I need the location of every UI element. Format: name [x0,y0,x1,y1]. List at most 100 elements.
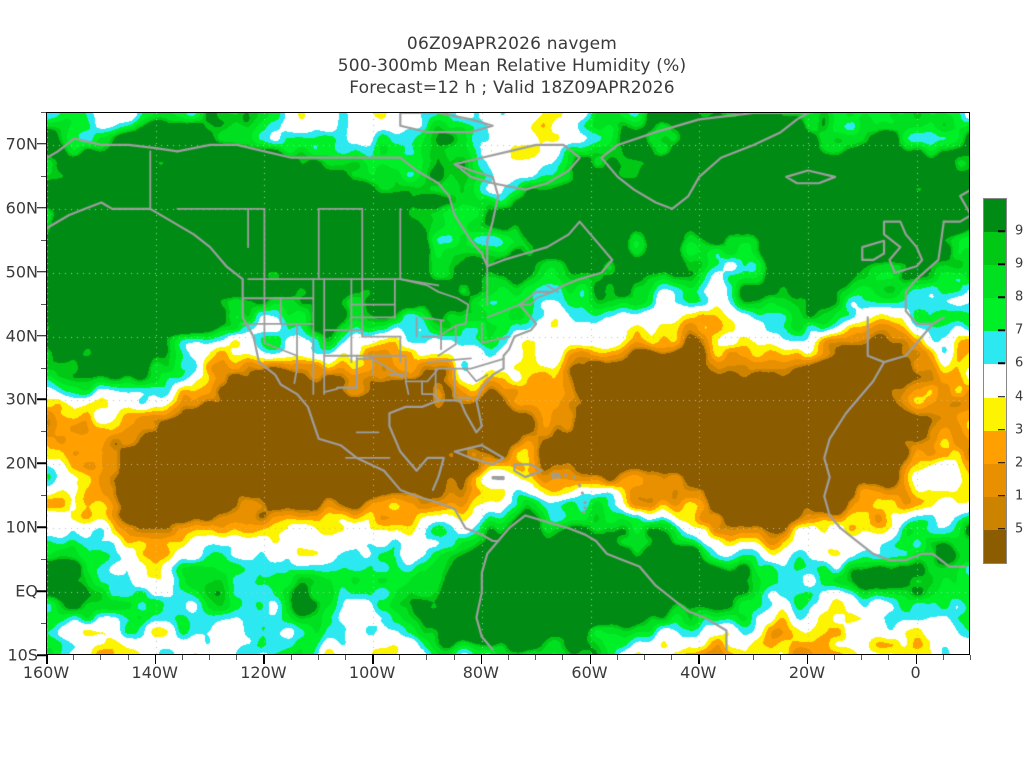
x-axis-tick [589,655,592,664]
x-axis-minor-tick [453,655,455,660]
y-axis-minor-tick [41,303,46,305]
y-axis-minor-tick [41,431,46,433]
x-axis-minor-tick [181,655,183,660]
y-axis-minor-tick [41,623,46,625]
x-axis-tick [263,655,265,664]
x-axis-tick [480,655,483,664]
y-axis-minor-tick [41,112,46,113]
y-axis-tick [37,207,46,209]
colorbar-band [984,298,1006,332]
y-axis-tick [37,143,46,145]
x-axis-tick-label: 160W [22,663,70,682]
colorbar-tick-label: 30 [1015,422,1024,438]
x-axis-tick-label: 80W [462,663,499,682]
colorbar-band [984,529,1006,563]
y-axis-tick-label: 50N [5,262,38,282]
y-axis-tick-label: 30N [5,389,38,409]
colorbar-tick-label: 10 [1015,488,1024,504]
colorbar-band [984,199,1006,233]
x-axis-minor-tick [290,655,292,660]
x-axis-minor-tick [236,655,238,660]
y-axis-tick-label: 20N [5,453,38,473]
x-axis-minor-tick [834,655,836,660]
x-axis-minor-tick [399,655,401,660]
colorbar-tick-label: 70 [1015,322,1024,338]
y-axis-tick-label: 70N [5,134,38,154]
x-axis-minor-tick [970,655,971,660]
x-axis-minor-tick [426,655,428,660]
x-axis-minor-tick [942,655,944,660]
title-line-model: 06Z09APR2026 navgem [406,34,618,54]
colorbar-tick-label: 5 [1015,521,1024,537]
map-plot-area [46,112,970,655]
colorbar-band [984,331,1006,365]
colorbar-tick [998,263,1005,265]
x-axis-minor-tick [73,655,75,660]
x-axis-tick [806,655,809,664]
title-line-forecast: Forecast=12 h ; Valid 18Z09APR2026 [349,78,675,98]
y-axis-minor-tick [41,559,46,561]
y-axis-tick-label: 40N [5,326,38,346]
x-axis-minor-tick [127,655,129,660]
y-axis-tick-label: 10N [5,517,38,537]
chart-title-block: 06Z09APR2026 navgem 500-300mb Mean Relat… [0,33,1024,99]
colorbar-tick [998,395,1005,398]
colorbar-tick [998,230,1005,232]
colorbar-tick [998,362,1005,365]
coastline-border-layer [47,113,969,654]
y-axis-tick [37,270,46,273]
x-axis-minor-tick [861,655,863,660]
colorbar-band [984,397,1006,431]
x-axis-tick-label: 100W [348,663,396,682]
title-line-variable: 500-300mb Mean Relative Humidity (%) [337,56,687,76]
colorbar-tick [998,296,1005,299]
colorbar-tick [998,495,1005,497]
y-axis-tick [37,526,46,528]
x-axis-tick-label: 40W [680,663,717,682]
x-axis-minor-tick [752,655,754,660]
x-axis-minor-tick [616,655,618,660]
colorbar-band [984,232,1006,266]
y-axis-tick [37,654,46,656]
x-axis-minor-tick [779,655,781,660]
x-axis-tick-label: 0 [910,663,921,682]
colorbar-tick [998,461,1005,464]
y-axis-minor-tick [41,495,46,497]
y-axis-tick-label: 60N [5,198,38,218]
colorbar-tick-label: 40 [1015,389,1024,405]
colorbar-tick-label: 60 [1015,355,1024,371]
colorbar-tick-label: 90 [1015,256,1024,272]
x-axis-minor-tick [317,655,319,660]
x-axis-tick-label: 120W [240,663,287,682]
colorbar-band [984,364,1006,398]
colorbar-tick-label: 20 [1015,455,1024,471]
x-axis-minor-tick [888,655,890,660]
colorbar-tick [998,528,1005,530]
colorbar-band [984,430,1006,464]
colorbar-tick-label: 95 [1015,223,1024,239]
x-axis-minor-tick [209,655,211,660]
y-axis-minor-tick [41,175,46,177]
y-axis-tick [37,590,46,592]
x-axis-minor-tick [725,655,727,660]
x-axis-tick [915,655,918,664]
x-axis-tick-label: 60W [571,663,608,682]
colorbar-tick [998,428,1005,431]
x-axis-minor-tick [344,655,346,660]
x-axis-minor-tick [671,655,673,660]
x-axis-minor-tick [508,655,509,660]
colorbar-band [984,265,1006,299]
x-axis-tick-label: 140W [131,663,178,682]
colorbar [983,198,1007,564]
y-axis-tick-label: EQ [15,581,38,601]
y-axis-tick [37,334,46,337]
y-axis-minor-tick [41,239,46,241]
colorbar-band [984,463,1006,497]
x-axis-tick [698,655,700,664]
x-axis-minor-tick [535,655,537,660]
x-axis-tick-label: 20W [788,663,826,682]
colorbar-tick-label: 80 [1015,289,1024,305]
colorbar-tick [998,329,1005,332]
x-axis-minor-tick [562,655,564,660]
